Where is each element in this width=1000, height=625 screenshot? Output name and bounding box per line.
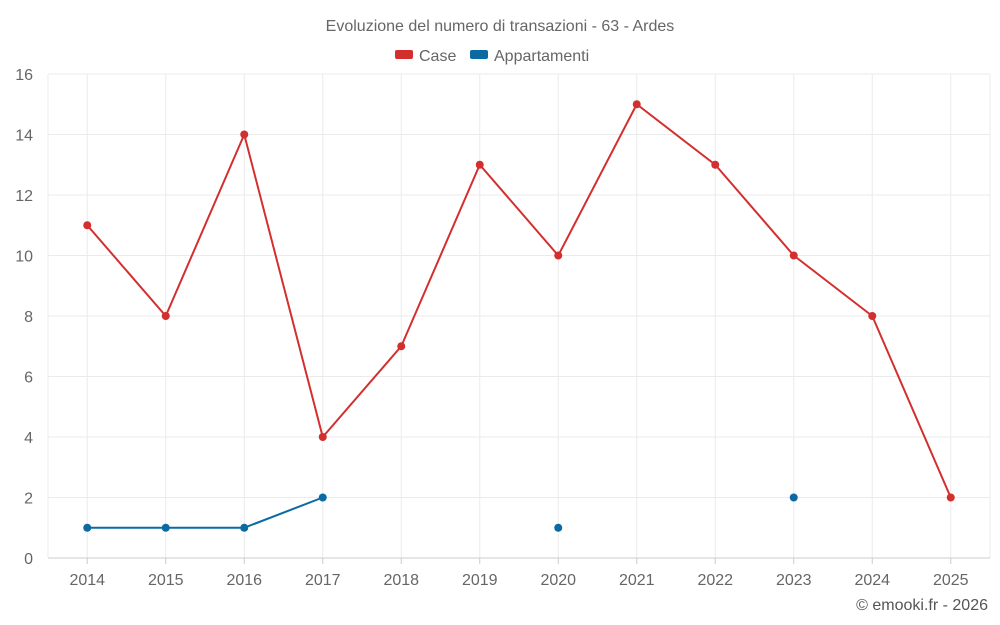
- data-point-case[interactable]: [475, 160, 484, 169]
- data-point-case[interactable]: [789, 251, 798, 260]
- y-tick-label: 12: [15, 188, 33, 205]
- series-appartamenti: [83, 493, 798, 532]
- x-tick-label: 2022: [697, 572, 733, 589]
- y-tick-label: 2: [24, 491, 33, 508]
- axes: 0 2 4 6 8 10 12 14 16 2014 2015 2016 2017 2018 2019 202…: [15, 67, 990, 589]
- data-point-appartamenti[interactable]: [318, 493, 327, 502]
- data-point-case[interactable]: [318, 433, 327, 441]
- data-point-appartamenti[interactable]: [554, 523, 563, 532]
- legend-item-case[interactable]: Case: [395, 48, 456, 65]
- y-tick-label: 8: [24, 309, 33, 326]
- data-point-appartamenti[interactable]: [240, 523, 249, 532]
- data-point-case[interactable]: [868, 312, 877, 320]
- data-point-appartamenti[interactable]: [83, 523, 92, 532]
- data-point-case[interactable]: [554, 251, 563, 260]
- x-tick-label: 2024: [854, 572, 890, 589]
- credit-text: © emooki.fr - 2026: [856, 597, 988, 614]
- data-point-case[interactable]: [161, 312, 170, 320]
- y-tick-label: 0: [24, 551, 33, 568]
- data-point-appartamenti[interactable]: [789, 493, 798, 502]
- legend-label-case: Case: [419, 48, 456, 65]
- chart-title: Evoluzione del numero di transazioni - 6…: [326, 18, 675, 35]
- data-point-case[interactable]: [946, 493, 955, 502]
- x-tick-label: 2021: [619, 572, 655, 589]
- series: [83, 100, 955, 532]
- x-tick-label: 2023: [776, 572, 812, 589]
- data-point-case[interactable]: [397, 342, 406, 351]
- x-tick-label: 2016: [226, 572, 262, 589]
- grid: [47, 73, 991, 558]
- y-tick-label: 14: [15, 128, 33, 145]
- x-tick-label: 2020: [540, 572, 576, 589]
- x-tick-label: 2018: [383, 572, 419, 589]
- legend-item-appartamenti[interactable]: Appartamenti: [470, 48, 589, 65]
- legend: Case Appartamenti: [395, 48, 589, 65]
- data-point-case[interactable]: [240, 130, 249, 139]
- legend-swatch-appartamenti: [470, 50, 488, 59]
- legend-swatch-case: [395, 50, 413, 59]
- y-tick-label: 6: [24, 370, 33, 387]
- series-line-case: [86, 103, 952, 498]
- series-case: [83, 100, 955, 502]
- x-tick-label: 2014: [69, 572, 105, 589]
- data-point-case[interactable]: [632, 100, 641, 109]
- x-tick-label: 2019: [462, 572, 498, 589]
- y-tick-label: 16: [15, 67, 33, 84]
- x-tick-label: 2025: [933, 572, 969, 589]
- legend-label-appartamenti: Appartamenti: [494, 48, 589, 65]
- y-tick-label: 4: [24, 430, 33, 447]
- data-point-appartamenti[interactable]: [161, 523, 170, 532]
- x-tick-label: 2015: [148, 572, 184, 589]
- y-tick-label: 10: [15, 249, 33, 266]
- x-tick-label: 2017: [305, 572, 341, 589]
- series-line-appartamenti: [87, 496, 324, 529]
- data-point-case[interactable]: [83, 221, 92, 230]
- data-point-case[interactable]: [711, 160, 720, 169]
